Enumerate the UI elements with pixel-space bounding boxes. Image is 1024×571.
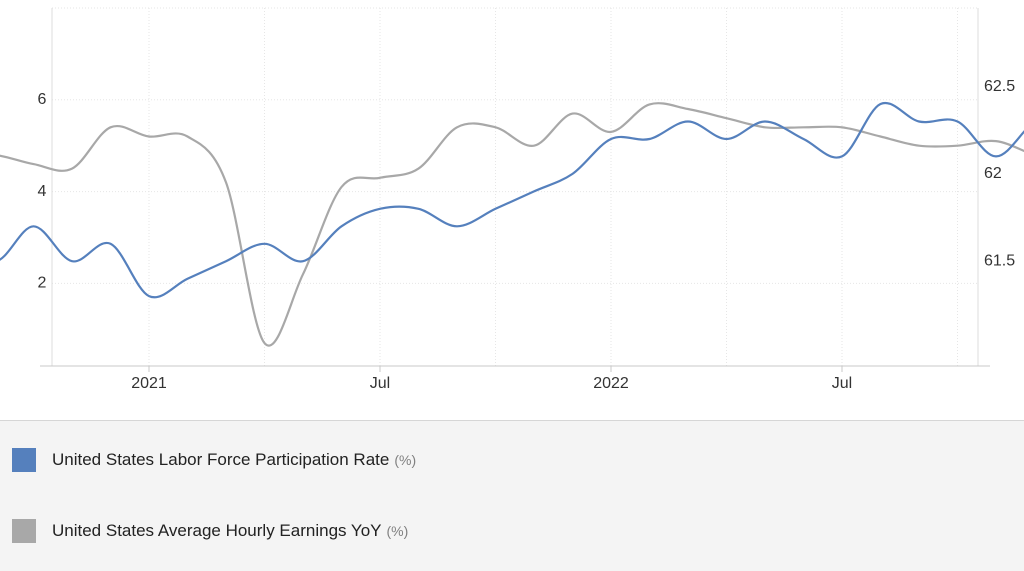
tick-labels: 2021Jul2022Jul2023Jul2024Jul24661.56262.…: [38, 78, 1016, 392]
y-right-tick-label: 62: [984, 165, 1002, 182]
legend-label: United States Average Hourly Earnings Yo…: [52, 521, 382, 540]
x-tick-label: 2022: [593, 375, 629, 392]
y-right-tick-label: 61.5: [984, 252, 1015, 269]
dual-axis-line-chart: 2021Jul2022Jul2023Jul2024Jul24661.56262.…: [0, 7, 1024, 392]
legend-label: United States Labor Force Participation …: [52, 450, 390, 469]
y-left-tick-label: 4: [38, 183, 47, 200]
y-right-tick-label: 62.5: [984, 78, 1015, 95]
y-left-tick-label: 2: [38, 275, 47, 292]
series-lines: [0, 101, 1024, 347]
legend-item-hourly-earnings[interactable]: United States Average Hourly Earnings Yo…: [12, 516, 408, 546]
series-line-participation-rate: [0, 101, 1024, 299]
legend-unit: (%): [394, 452, 417, 468]
grid-lines: [52, 7, 978, 366]
legend: United States Labor Force Participation …: [0, 420, 1024, 571]
series-line-hourly-earnings: [0, 102, 1024, 347]
y-left-tick-label: 6: [38, 91, 47, 108]
legend-swatch-participation-rate: [12, 448, 36, 472]
axes: [40, 8, 990, 372]
x-tick-label: 2021: [131, 375, 167, 392]
legend-swatch-hourly-earnings: [12, 519, 36, 543]
x-tick-label: Jul: [832, 375, 852, 392]
legend-unit: (%): [386, 523, 409, 539]
legend-item-participation-rate[interactable]: United States Labor Force Participation …: [12, 445, 416, 475]
x-tick-label: Jul: [370, 375, 390, 392]
